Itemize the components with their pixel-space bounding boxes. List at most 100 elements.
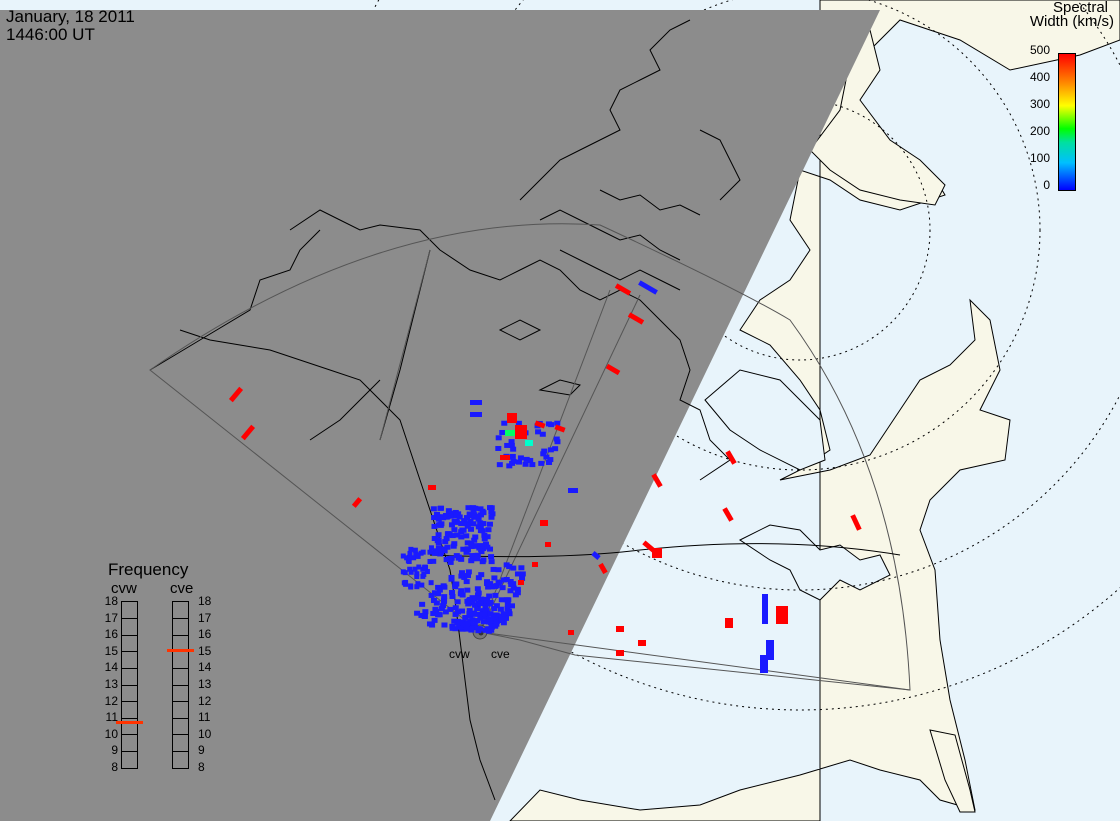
scatter-cell [568, 630, 574, 635]
scatter-cell [480, 557, 487, 563]
frequency-label-cve: cve [170, 580, 194, 597]
scatter-cell [475, 524, 482, 530]
frequency-cell-divider [122, 667, 137, 669]
scatter-cell [503, 597, 510, 603]
scatter-cell [430, 506, 437, 512]
scatter-cell [598, 562, 608, 575]
scatter-cell [493, 619, 500, 625]
scatter-cell [430, 598, 437, 604]
scatter-cell [435, 540, 442, 546]
scatter-cell [453, 519, 460, 525]
scatter-cell [498, 597, 505, 603]
scatter-cell [492, 592, 499, 598]
scatter-cell [433, 600, 440, 606]
scatter-cell [534, 420, 546, 429]
frequency-tick-left: 13 [104, 677, 118, 691]
scatter-cell [458, 588, 465, 594]
scatter-cell [476, 611, 483, 617]
scatter-cell [554, 420, 561, 426]
scatter-cell [486, 593, 493, 599]
scatter-cell [458, 521, 465, 527]
colorbar-title-line1: Spectral [1052, 0, 1108, 16]
scatter-cell [464, 587, 471, 593]
frequency-cell-divider [173, 667, 188, 669]
scatter-cell [430, 610, 437, 616]
scatter-cell [627, 312, 645, 325]
scatter-cell [440, 603, 447, 609]
scatter-cell [469, 553, 476, 559]
scatter-cell [725, 450, 737, 465]
scatter-cell [464, 523, 471, 529]
scatter-cell [463, 515, 470, 521]
scatter-cell [495, 580, 502, 586]
frequency-tick-right: 9 [198, 743, 205, 758]
scatter-cell [472, 534, 479, 540]
scatter-cell [638, 280, 658, 295]
frequency-cell-divider [173, 717, 188, 719]
scatter-cell [547, 447, 554, 453]
scatter-cell [418, 612, 425, 618]
scatter-cell [532, 562, 538, 567]
scatter-cell [519, 575, 526, 581]
scatter-cell [451, 541, 458, 547]
scatter-cell [407, 566, 413, 572]
frequency-tick-left: 8 [111, 760, 118, 774]
date-label: January, 18 2011 [6, 7, 135, 26]
scatter-cell [463, 621, 470, 627]
scatter-cell [552, 446, 559, 452]
scatter-cell [527, 457, 534, 463]
scatter-cell [477, 520, 484, 526]
scatter-cell [415, 552, 421, 558]
scatter-cell [502, 615, 509, 621]
scatter-cell [470, 556, 477, 562]
frequency-cell-divider [173, 750, 188, 752]
scatter-cell [554, 439, 561, 445]
scatter-cell [465, 505, 472, 511]
frequency-cell-divider [122, 717, 137, 719]
scatter-cell [474, 586, 481, 592]
scatter-cell [436, 612, 443, 618]
scatter-cell [508, 442, 515, 448]
scatter-cell [435, 532, 442, 538]
scatter-cell [449, 623, 456, 629]
scatter-cell [722, 507, 734, 522]
scatter-cell [495, 567, 502, 573]
scatter-cell [456, 514, 463, 520]
frequency-title: Frequency [108, 560, 189, 579]
scatter-cell [475, 575, 482, 581]
scatter-cell [435, 545, 442, 551]
scatter-cell [457, 624, 464, 630]
scatter-cell [458, 570, 465, 576]
scatter-cell [518, 565, 525, 571]
hudson-bay [704, 369, 826, 471]
scatter-cell [519, 571, 526, 577]
scatter-cell [407, 550, 413, 556]
frequency-cell-divider [122, 734, 137, 736]
scatter-cell [448, 574, 455, 580]
frequency-box-cvw [116, 601, 143, 769]
frequency-cell-divider [173, 618, 188, 620]
scatter-cell [471, 625, 478, 631]
scatter-cell [508, 439, 515, 445]
scatter-cell [500, 455, 510, 460]
scatter-cell [462, 615, 469, 621]
scatter-cell [480, 596, 487, 602]
scatter-cell [468, 541, 475, 547]
frequency-box-cve [167, 601, 194, 769]
scatter-cell [553, 436, 560, 442]
scatter-cell [477, 512, 484, 518]
scatter-cell [487, 581, 494, 587]
scatter-cell [458, 556, 465, 562]
scatter-cell [470, 400, 482, 405]
scatter-cell [431, 590, 438, 596]
scatter-cell [463, 533, 470, 539]
scatter-cell [474, 606, 481, 612]
scatter-cell [488, 559, 495, 565]
scatter-cell [351, 497, 363, 508]
scatter-cell [470, 505, 477, 511]
scatter-cell [496, 462, 503, 468]
frequency-cell-divider [122, 750, 137, 752]
frequency-tick-right: 15 [198, 643, 212, 658]
scatter-cell [510, 581, 517, 587]
scatter-cell [437, 505, 444, 511]
